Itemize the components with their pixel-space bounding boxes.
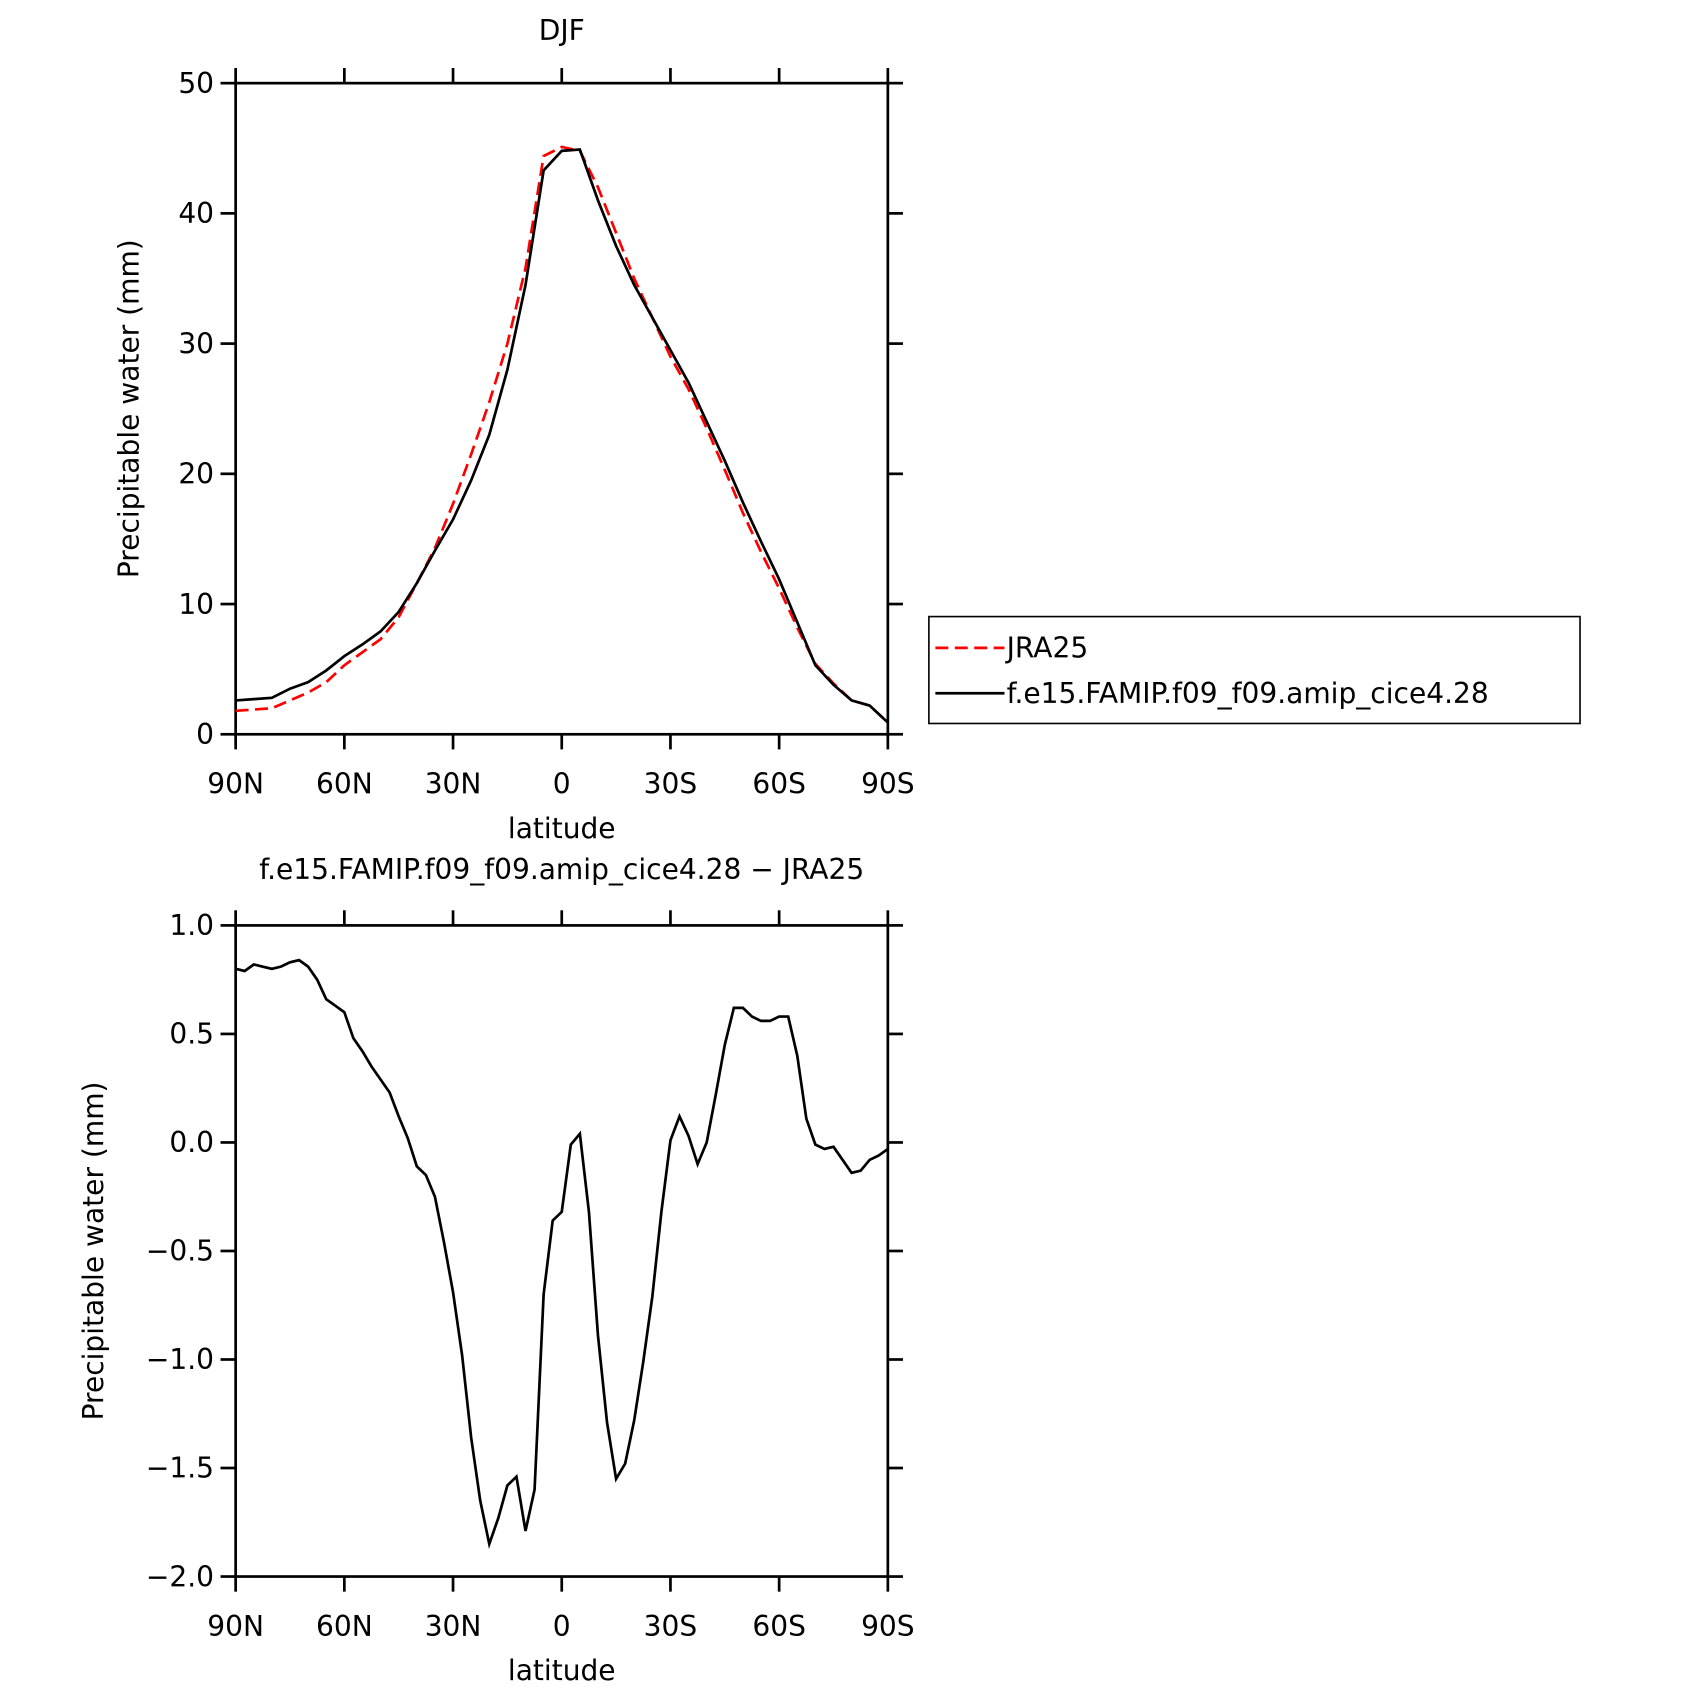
- y-axis-label: Precipitable water (mm): [112, 239, 145, 578]
- y-tick-label: −2.0: [146, 1560, 214, 1593]
- y-tick-label: 0: [196, 718, 214, 751]
- chart-title: DJF: [539, 14, 585, 47]
- x-tick-label: 90N: [207, 1610, 264, 1643]
- x-tick-label: 90S: [861, 1610, 915, 1643]
- plot-frame: [234, 81, 890, 736]
- y-tick-label: −1.5: [146, 1452, 214, 1485]
- series-line: [235, 148, 889, 724]
- x-tick-label: 60N: [316, 768, 373, 801]
- y-tick-label: 40: [178, 197, 214, 230]
- x-tick-label: 30S: [644, 768, 698, 801]
- x-axis-label: latitude: [508, 812, 616, 845]
- y-tick-label: 30: [178, 327, 214, 360]
- y-tick-label: −0.5: [146, 1235, 214, 1268]
- x-tick-label: 30N: [425, 768, 482, 801]
- y-tick-label: 0.5: [169, 1018, 214, 1051]
- y-tick-label: 50: [178, 67, 214, 100]
- x-tick-label: 60S: [752, 768, 806, 801]
- x-tick-label: 30S: [644, 1610, 698, 1643]
- x-tick-label: 90S: [861, 768, 915, 801]
- y-tick-label: 20: [178, 458, 214, 491]
- x-tick-label: 0: [553, 768, 571, 801]
- x-tick-label: 0: [553, 1610, 571, 1643]
- chart-title: f.e15.FAMIP.f09_f09.amip_cice4.28 − JRA2…: [259, 853, 864, 886]
- x-tick-label: 90N: [207, 768, 264, 801]
- x-tick-label: 30N: [425, 1610, 482, 1643]
- y-tick-label: 0.0: [169, 1126, 214, 1159]
- y-axis-label: Precipitable water (mm): [77, 1082, 110, 1421]
- series-line: [235, 958, 889, 1550]
- legend-label: f.e15.FAMIP.f09_f09.amip_cice4.28: [1007, 677, 1489, 710]
- series-line: [235, 145, 889, 724]
- x-tick-label: 60N: [316, 1610, 373, 1643]
- y-tick-label: 10: [178, 588, 214, 621]
- x-tick-label: 60S: [752, 1610, 806, 1643]
- legend-box: [928, 615, 1581, 725]
- y-tick-label: −1.0: [146, 1343, 214, 1376]
- y-tick-label: 1.0: [169, 909, 214, 942]
- legend-label: JRA25: [1005, 632, 1089, 665]
- x-axis-label: latitude: [508, 1654, 616, 1687]
